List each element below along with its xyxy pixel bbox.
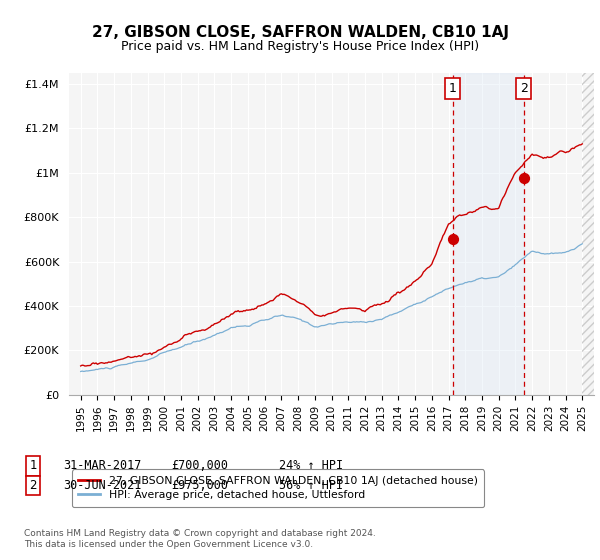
Text: 2: 2 — [29, 479, 37, 492]
Text: 1: 1 — [29, 459, 37, 473]
Text: £700,000: £700,000 — [171, 459, 228, 473]
Bar — [582, 62, 599, 395]
Text: 24% ↑ HPI: 24% ↑ HPI — [279, 459, 343, 473]
Point — [519, 174, 529, 183]
Text: 2: 2 — [520, 82, 528, 95]
Text: 27, GIBSON CLOSE, SAFFRON WALDEN, CB10 1AJ: 27, GIBSON CLOSE, SAFFRON WALDEN, CB10 1… — [91, 25, 509, 40]
Text: 30-JUN-2021: 30-JUN-2021 — [63, 479, 142, 492]
Text: £975,000: £975,000 — [171, 479, 228, 492]
Point — [448, 235, 458, 244]
Text: Contains HM Land Registry data © Crown copyright and database right 2024.
This d: Contains HM Land Registry data © Crown c… — [24, 529, 376, 549]
Text: Price paid vs. HM Land Registry's House Price Index (HPI): Price paid vs. HM Land Registry's House … — [121, 40, 479, 53]
Text: 56% ↑ HPI: 56% ↑ HPI — [279, 479, 343, 492]
Text: 1: 1 — [449, 82, 457, 95]
Bar — [453, 73, 524, 395]
Legend: 27, GIBSON CLOSE, SAFFRON WALDEN, CB10 1AJ (detached house), HPI: Average price,: 27, GIBSON CLOSE, SAFFRON WALDEN, CB10 1… — [72, 469, 484, 507]
Text: 31-MAR-2017: 31-MAR-2017 — [63, 459, 142, 473]
